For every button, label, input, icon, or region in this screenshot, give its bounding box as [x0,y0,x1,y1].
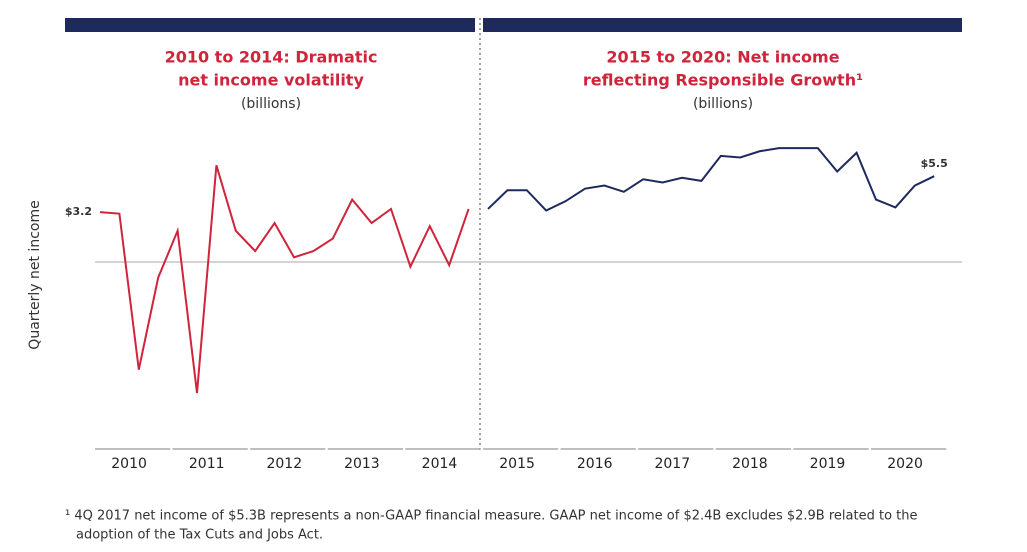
header-bar [483,18,962,32]
panel-title: reflecting Responsible Growth¹ [583,71,863,90]
footnote: ¹ 4Q 2017 net income of $5.3B represents… [65,509,917,524]
panel-title: 2010 to 2014: Dramatic [165,48,378,67]
footnote: adoption of the Tax Cuts and Jobs Act. [76,528,323,543]
x-tick-label: 2010 [111,456,147,472]
x-tick-label: 2012 [266,456,302,472]
panel-title: net income volatility [178,71,364,90]
x-tick-label: 2019 [810,456,846,472]
x-tick-label: 2014 [422,456,458,472]
y-axis-label: Quarterly net income [27,200,43,349]
x-tick-label: 2013 [344,456,380,472]
panel-subtitle: (billions) [693,96,753,112]
x-tick-label: 2016 [577,456,613,472]
x-tick-label: 2017 [654,456,690,472]
panel-title: 2015 to 2020: Net income [606,48,839,67]
x-tick-label: 2018 [732,456,768,472]
series-line [99,164,470,394]
header-bar [65,18,475,32]
x-tick-label: 2011 [189,456,225,472]
value-label: $5.5 [921,157,948,170]
value-label: $3.2 [65,205,92,218]
x-tick-label: 2015 [499,456,535,472]
panel-subtitle: (billions) [241,96,301,112]
series-line [487,147,935,212]
x-tick-label: 2020 [887,456,923,472]
